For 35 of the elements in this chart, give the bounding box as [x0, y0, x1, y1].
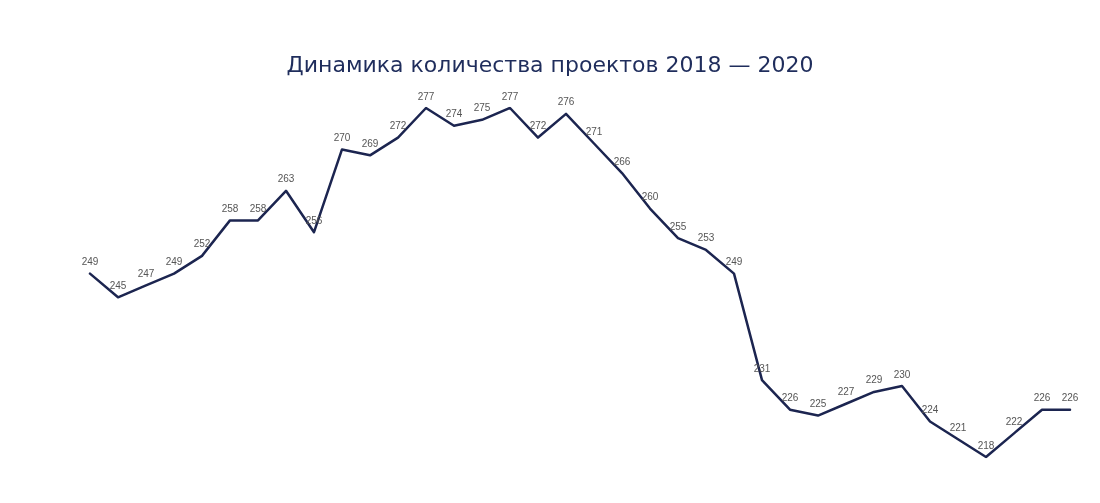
data-label: 225: [809, 398, 827, 410]
data-label: 229: [865, 374, 883, 386]
data-label: 266: [613, 155, 631, 167]
data-label: 271: [585, 125, 603, 137]
data-label: 226: [1061, 392, 1079, 404]
data-label: 227: [837, 386, 855, 398]
data-label: 224: [921, 404, 939, 416]
data-label: 255: [669, 220, 687, 232]
data-label: 245: [109, 279, 127, 291]
chart-title: Динамика количества проектов 2018 — 2020: [286, 51, 814, 77]
data-label: 269: [361, 137, 379, 149]
data-label: 218: [977, 439, 995, 451]
data-label: 249: [165, 256, 183, 268]
data-label: 277: [417, 90, 435, 102]
data-label: 260: [641, 191, 659, 203]
data-label: 275: [473, 102, 491, 114]
data-label: 230: [893, 368, 911, 380]
data-label: 276: [557, 96, 575, 108]
data-label: 226: [781, 392, 799, 404]
data-label: 253: [697, 232, 715, 244]
data-label: 274: [445, 108, 463, 120]
data-label: 263: [277, 173, 295, 185]
data-label: 226: [1033, 392, 1051, 404]
data-label: 249: [81, 256, 99, 268]
data-label: 277: [501, 90, 519, 102]
data-label: 272: [389, 120, 407, 132]
data-label: 252: [193, 238, 211, 250]
data-label: 247: [137, 267, 155, 279]
data-label: 221: [949, 421, 967, 433]
data-label: 258: [221, 202, 239, 214]
data-label: 270: [333, 131, 351, 143]
data-label: 222: [1005, 415, 1023, 427]
data-label: 272: [529, 120, 547, 132]
data-label: 258: [249, 202, 267, 214]
data-label: 249: [725, 256, 743, 268]
